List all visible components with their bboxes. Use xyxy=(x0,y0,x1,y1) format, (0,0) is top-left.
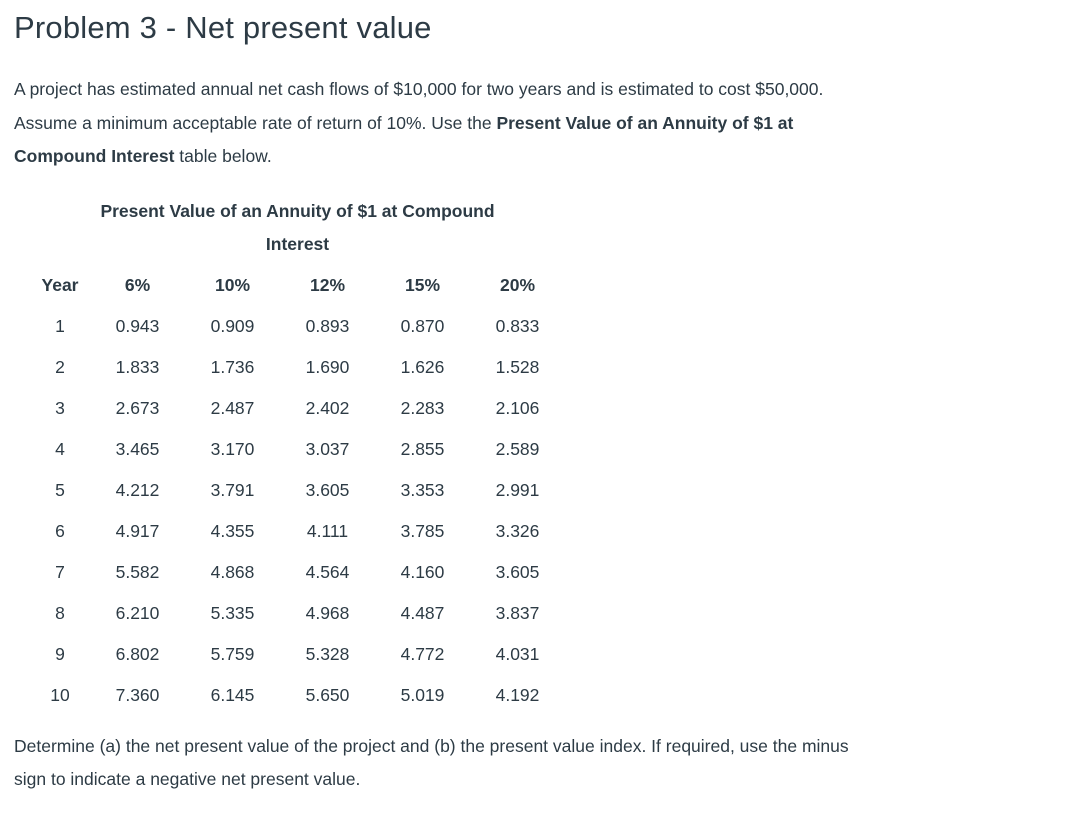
value-cell: 5.759 xyxy=(210,643,255,664)
year-cell: 7 xyxy=(55,561,65,582)
value-cell: 2.855 xyxy=(400,438,445,459)
table-title-line2: Interest xyxy=(265,233,330,254)
value-cell: 4.868 xyxy=(210,561,255,582)
year-cell: 3 xyxy=(55,397,65,418)
table-row: 5 4.212 3.791 3.605 3.353 2.991 xyxy=(30,470,565,511)
col-header-20pct: 20% xyxy=(499,274,536,295)
value-cell: 6.210 xyxy=(115,602,160,623)
value-cell: 7.360 xyxy=(115,684,160,705)
table-title-line1: Present Value of an Annuity of $1 at Com… xyxy=(100,200,495,221)
value-cell: 4.160 xyxy=(400,561,445,582)
value-cell: 4.031 xyxy=(495,643,540,664)
value-cell: 3.837 xyxy=(495,602,540,623)
value-cell: 4.212 xyxy=(115,479,160,500)
col-header-12pct: 12% xyxy=(309,274,346,295)
value-cell: 4.968 xyxy=(305,602,350,623)
table-row: 4 3.465 3.170 3.037 2.855 2.589 xyxy=(30,429,565,470)
year-cell: 2 xyxy=(55,356,65,377)
value-cell: 3.326 xyxy=(495,520,540,541)
value-cell: 0.833 xyxy=(495,315,540,336)
value-cell: 2.283 xyxy=(400,397,445,418)
value-cell: 4.192 xyxy=(495,684,540,705)
value-cell: 5.019 xyxy=(400,684,445,705)
col-header-6pct: 6% xyxy=(124,274,151,295)
table-row: 6 4.917 4.355 4.111 3.785 3.326 xyxy=(30,511,565,552)
value-cell: 1.528 xyxy=(495,356,540,377)
table-row: 2 1.833 1.736 1.690 1.626 1.528 xyxy=(30,347,565,388)
table-body: 1 0.943 0.909 0.893 0.870 0.833 2 1.833 … xyxy=(30,306,565,716)
table-row: 1 0.943 0.909 0.893 0.870 0.833 xyxy=(30,306,565,347)
value-cell: 1.736 xyxy=(210,356,255,377)
problem-page: Problem 3 - Net present value A project … xyxy=(0,8,1072,797)
value-cell: 4.355 xyxy=(210,520,255,541)
value-cell: 1.626 xyxy=(400,356,445,377)
intro-paragraph: A project has estimated annual net cash … xyxy=(14,73,1058,174)
value-cell: 5.582 xyxy=(115,561,160,582)
year-cell: 5 xyxy=(55,479,65,500)
value-cell: 2.487 xyxy=(210,397,255,418)
intro-line3-bold: Compound Interest xyxy=(14,146,175,166)
value-cell: 0.909 xyxy=(210,315,255,336)
col-header-15pct: 15% xyxy=(404,274,441,295)
year-cell: 1 xyxy=(55,315,65,336)
page-title: Problem 3 - Net present value xyxy=(14,10,432,45)
value-cell: 4.564 xyxy=(305,561,350,582)
value-cell: 3.353 xyxy=(400,479,445,500)
value-cell: 4.111 xyxy=(306,520,349,541)
question-line1: Determine (a) the net present value of t… xyxy=(14,735,849,756)
value-cell: 2.106 xyxy=(495,397,540,418)
value-cell: 2.589 xyxy=(495,438,540,459)
intro-line2-plain: Assume a minimum acceptable rate of retu… xyxy=(14,112,497,133)
col-header-year: Year xyxy=(41,274,79,295)
value-cell: 1.690 xyxy=(305,356,350,377)
value-cell: 5.328 xyxy=(305,643,350,664)
table-row: 9 6.802 5.759 5.328 4.772 4.031 xyxy=(30,634,565,675)
value-cell: 3.785 xyxy=(400,520,445,541)
value-cell: 6.802 xyxy=(115,643,160,664)
value-cell: 6.145 xyxy=(210,684,255,705)
annuity-table: Year 6% 10% 12% 15% 20% 1 0.943 0.909 0.… xyxy=(30,265,565,716)
question-paragraph: Determine (a) the net present value of t… xyxy=(14,730,1058,797)
table-row: 7 5.582 4.868 4.564 4.160 3.605 xyxy=(30,552,565,593)
value-cell: 3.170 xyxy=(210,438,255,459)
value-cell: 4.487 xyxy=(400,602,445,623)
question-line2: sign to indicate a negative net present … xyxy=(14,769,361,789)
table-title: Present Value of an Annuity of $1 at Com… xyxy=(30,195,565,261)
value-cell: 1.833 xyxy=(115,356,160,377)
value-cell: 4.917 xyxy=(115,520,160,541)
year-cell: 6 xyxy=(55,520,65,541)
value-cell: 3.791 xyxy=(210,479,255,500)
table-row: 10 7.360 6.145 5.650 5.019 4.192 xyxy=(30,675,565,716)
value-cell: 5.650 xyxy=(305,684,350,705)
value-cell: 3.605 xyxy=(305,479,350,500)
value-cell: 2.991 xyxy=(495,479,540,500)
intro-line2-bold: Present Value of an Annuity of $1 at xyxy=(496,112,794,133)
table-header-row: Year 6% 10% 12% 15% 20% xyxy=(30,265,565,306)
value-cell: 4.772 xyxy=(400,643,445,664)
value-cell: 3.465 xyxy=(115,438,160,459)
value-cell: 5.335 xyxy=(210,602,255,623)
value-cell: 2.402 xyxy=(305,397,350,418)
intro-line3-plain: table below. xyxy=(174,146,272,166)
value-cell: 3.037 xyxy=(305,438,350,459)
year-cell: 8 xyxy=(55,602,65,623)
col-header-10pct: 10% xyxy=(214,274,251,295)
intro-line1: A project has estimated annual net cash … xyxy=(14,79,824,99)
year-cell: 4 xyxy=(55,438,65,459)
table-row: 8 6.210 5.335 4.968 4.487 3.837 xyxy=(30,593,565,634)
table-row: 3 2.673 2.487 2.402 2.283 2.106 xyxy=(30,388,565,429)
year-cell: 10 xyxy=(50,684,70,705)
value-cell: 2.673 xyxy=(115,397,160,418)
value-cell: 0.870 xyxy=(400,315,445,336)
value-cell: 0.893 xyxy=(305,315,350,336)
value-cell: 3.605 xyxy=(495,561,540,582)
year-cell: 9 xyxy=(55,643,65,664)
value-cell: 0.943 xyxy=(115,315,160,336)
